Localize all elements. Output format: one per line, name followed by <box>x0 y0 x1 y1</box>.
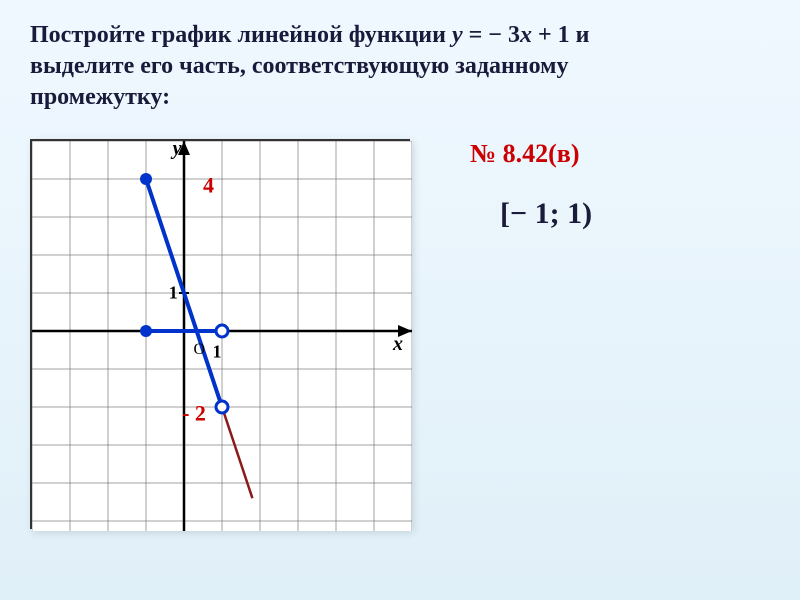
svg-text:O: O <box>194 340 206 357</box>
content-row: xyO114- 2 № 8.42(в) [− 1; 1) <box>30 139 770 529</box>
graph-container: xyO114- 2 <box>30 139 410 529</box>
formula-eq: = − 3 <box>463 22 520 48</box>
svg-text:4: 4 <box>203 172 214 197</box>
task-line3: промежутку: <box>30 84 170 110</box>
interval-text: [− 1; 1) <box>470 197 592 231</box>
svg-text:1: 1 <box>169 282 178 302</box>
task-text: Постройте график линейной функции y = − … <box>30 20 770 114</box>
formula-y: y <box>452 22 463 48</box>
right-column: № 8.42(в) [− 1; 1) <box>470 139 592 231</box>
formula-x: x <box>520 22 532 48</box>
task-line1: Постройте график линейной функции <box>30 22 452 48</box>
problem-number: № 8.42(в) <box>470 139 592 169</box>
svg-text:1: 1 <box>213 341 222 361</box>
graph-svg: xyO114- 2 <box>32 141 412 531</box>
svg-text:x: x <box>392 333 403 355</box>
task-line2: выделите его часть, соответствующую зада… <box>30 53 569 79</box>
svg-text:- 2: - 2 <box>182 400 206 425</box>
formula-suf: + 1 и <box>532 22 590 48</box>
svg-text:y: y <box>171 141 182 159</box>
